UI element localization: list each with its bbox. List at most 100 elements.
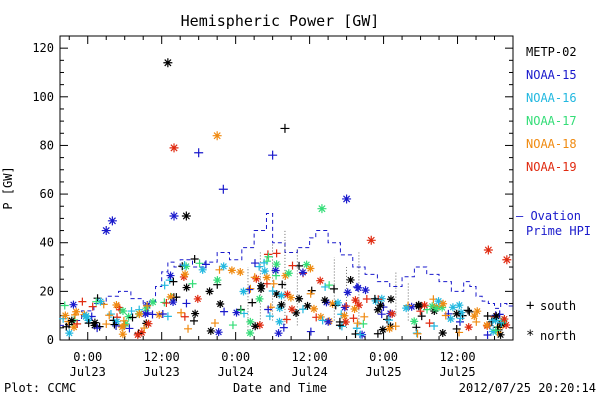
data-point <box>81 312 90 321</box>
plot-credit: Plot: CCMC <box>4 381 76 395</box>
x-tick-label-date: Jul25 <box>366 365 402 379</box>
data-point <box>324 317 333 326</box>
data-point <box>142 304 151 313</box>
data-point <box>255 262 264 271</box>
data-point <box>414 300 423 309</box>
data-point <box>162 299 171 308</box>
data-point <box>377 310 386 319</box>
data-point <box>257 281 266 290</box>
data-point <box>182 299 191 308</box>
data-point <box>385 324 394 333</box>
data-point <box>320 296 329 305</box>
data-point <box>218 184 228 194</box>
data-point <box>160 298 169 307</box>
data-point <box>306 327 315 336</box>
data-point <box>340 311 349 320</box>
data-point <box>282 315 291 324</box>
data-point <box>325 281 334 290</box>
data-point <box>342 302 351 311</box>
data-point <box>496 330 505 339</box>
data-point <box>69 323 78 332</box>
data-point <box>112 321 121 330</box>
data-point <box>341 318 350 327</box>
data-point <box>141 309 150 318</box>
legend-symbol-marker: * <box>526 328 534 344</box>
data-point <box>90 318 99 327</box>
x-tick-label-date: Jul23 <box>70 365 106 379</box>
data-point <box>125 324 134 333</box>
data-point <box>337 322 346 331</box>
data-point <box>84 319 93 328</box>
data-point <box>275 317 284 326</box>
legend-ovation-line1: – Ovation <box>516 209 581 223</box>
data-point <box>351 296 360 305</box>
data-point <box>169 277 178 286</box>
data-point <box>246 317 255 326</box>
data-point <box>353 319 362 328</box>
data-point <box>106 310 115 319</box>
data-point <box>373 329 382 338</box>
data-point <box>133 330 142 339</box>
data-point <box>163 58 173 68</box>
data-point <box>262 273 271 282</box>
data-point <box>179 272 188 281</box>
data-point <box>269 279 278 288</box>
data-point <box>180 312 189 321</box>
data-point <box>121 319 130 328</box>
legend-entry: NOAA-16 <box>526 91 577 105</box>
data-point <box>386 295 395 304</box>
data-point <box>306 289 315 298</box>
data-point <box>302 260 311 269</box>
data-point <box>376 301 385 310</box>
data-point <box>434 297 443 306</box>
data-point <box>210 319 219 328</box>
data-point <box>195 259 204 268</box>
data-point <box>264 305 273 314</box>
data-point <box>65 329 74 338</box>
data-point <box>255 294 264 303</box>
data-point <box>251 322 260 331</box>
data-point <box>446 314 455 323</box>
data-point <box>286 293 295 302</box>
data-point <box>206 326 215 335</box>
x-tick-label-time: 0:00 <box>221 350 250 364</box>
data-point <box>135 310 144 319</box>
y-tick-label: 20 <box>40 284 54 298</box>
data-point <box>473 307 482 316</box>
data-point <box>191 309 200 318</box>
data-point <box>500 315 509 324</box>
data-point <box>124 312 133 321</box>
plot-timestamp: 2012/07/25 20:20:14 <box>459 381 596 395</box>
data-point <box>160 281 169 290</box>
data-point <box>236 268 245 277</box>
x-tick-label-time: 12:00 <box>144 350 180 364</box>
data-point <box>428 302 437 311</box>
data-point <box>255 321 264 330</box>
x-tick-label-time: 12:00 <box>439 350 475 364</box>
data-point <box>432 304 441 313</box>
data-point <box>349 314 358 323</box>
data-point <box>96 297 105 306</box>
data-point <box>491 316 500 325</box>
legend: METP-02 NOAA-15 NOAA-16 NOAA-17 NOAA-18 NOAA-… <box>516 45 591 344</box>
data-point <box>216 299 225 308</box>
data-point <box>502 255 512 265</box>
data-point <box>350 305 359 314</box>
data-point <box>188 279 197 288</box>
data-point <box>335 317 344 326</box>
data-point <box>425 319 434 328</box>
data-point <box>245 285 254 294</box>
data-point <box>102 320 111 329</box>
data-point <box>283 290 292 299</box>
data-point <box>252 274 261 283</box>
data-point <box>318 316 327 325</box>
data-point <box>340 303 349 312</box>
data-point <box>169 143 179 153</box>
data-point <box>439 299 448 308</box>
y-tick-label: 80 <box>40 138 54 152</box>
data-point <box>272 260 281 269</box>
data-point <box>359 319 368 328</box>
data-point <box>452 309 461 318</box>
data-point <box>212 131 222 141</box>
